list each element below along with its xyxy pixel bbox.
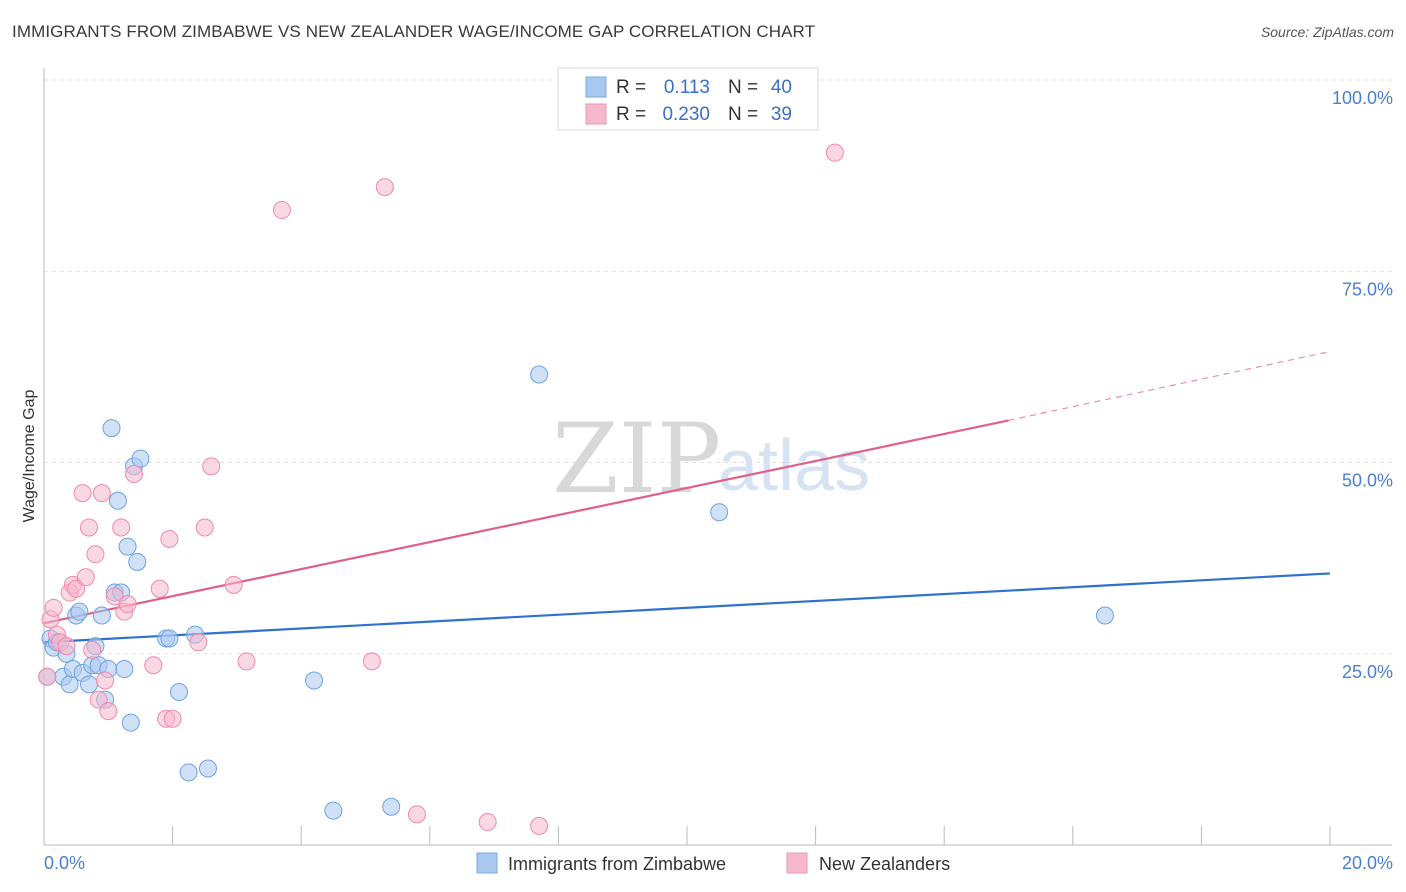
data-point-new-zealanders [150,579,169,598]
watermark-zip: ZIP [552,403,721,515]
data-point-new-zealanders [80,518,99,537]
grid-lines [44,79,1392,655]
data-point-zimbabwe [80,675,99,694]
data-point-new-zealanders [407,805,426,824]
y-tick-label: 75.0% [1342,279,1393,299]
data-point-new-zealanders [202,457,221,476]
axes [43,68,1392,846]
data-point-new-zealanders [160,530,179,548]
data-point-new-zealanders [96,671,115,690]
data-point-zimbabwe [530,365,549,384]
data-point-zimbabwe [1095,606,1114,625]
legend-n-label: N = [728,104,758,125]
legend-n-value: 40 [771,77,792,98]
data-point-new-zealanders [362,652,381,671]
data-point-zimbabwe [382,797,401,816]
legend-r-label: R = [616,104,646,125]
data-point-zimbabwe [198,759,217,778]
data-point-new-zealanders [118,595,137,614]
data-point-new-zealanders [125,464,144,483]
data-point-new-zealanders [83,640,102,659]
x-tick-label: 20.0% [1342,853,1393,873]
legend-n-label: N = [728,77,758,98]
y-tick-label: 50.0% [1342,471,1393,491]
data-point-new-zealanders [38,667,57,686]
legend-swatch-new-zealanders [585,103,607,125]
bottom-legend-swatch-new-zealanders [786,852,808,874]
data-point-new-zealanders [144,656,163,675]
data-point-new-zealanders [92,484,111,503]
y-tick-label: 100.0% [1332,88,1393,108]
data-point-new-zealanders [57,637,76,656]
legend: R = 0.113 N = 40 R = 0.230 N = 39 [557,67,819,131]
data-point-zimbabwe [710,503,729,522]
chart-title: IMMIGRANTS FROM ZIMBABWE VS NEW ZEALANDE… [12,22,816,41]
data-point-zimbabwe [108,491,127,510]
data-point-zimbabwe [70,602,89,621]
bottom-legend-label-new-zealanders: New Zealanders [819,854,950,874]
data-point-zimbabwe [115,660,134,679]
y-axis-label: Wage/Income Gap [21,390,38,523]
data-point-new-zealanders [195,518,214,537]
data-point-new-zealanders [825,143,844,162]
trend-line-new-zealanders [43,419,1009,625]
data-point-new-zealanders [189,633,208,652]
legend-r-label: R = [616,77,646,98]
data-point-zimbabwe [118,537,137,556]
data-point-zimbabwe [102,419,121,438]
data-point-new-zealanders [73,484,92,503]
data-point-new-zealanders [86,545,105,564]
trend-line-new-zealanders-extrapolated [1008,350,1331,422]
data-point-new-zealanders [478,813,497,832]
data-point-zimbabwe [179,763,198,782]
data-point-zimbabwe [121,713,140,732]
data-point-new-zealanders [89,690,108,709]
data-point-zimbabwe [170,683,189,701]
data-point-new-zealanders [530,816,549,835]
data-point-new-zealanders [99,702,118,721]
data-point-new-zealanders [237,652,256,671]
bottom-legend-swatch-zimbabwe [476,852,498,874]
data-point-new-zealanders [163,709,182,728]
data-points [38,143,1114,835]
trend-line-zimbabwe [43,572,1331,644]
data-point-new-zealanders [375,178,394,197]
bottom-legend-label-zimbabwe: Immigrants from Zimbabwe [508,854,726,874]
trend-lines [43,350,1331,644]
x-tick-label: 0.0% [44,853,85,873]
data-point-new-zealanders [44,598,63,617]
y-tick-label: 25.0% [1342,662,1393,682]
data-point-new-zealanders [224,575,243,594]
data-point-zimbabwe [128,552,147,571]
data-point-zimbabwe [92,606,111,625]
y-tick-labels: 25.0% 50.0% 75.0% 100.0% [1332,88,1393,682]
data-point-new-zealanders [67,579,86,598]
data-point-new-zealanders [112,518,131,537]
bottom-legend: Immigrants from Zimbabwe New Zealanders [476,852,950,874]
source-label: Source: ZipAtlas.com [1260,24,1394,40]
data-point-new-zealanders [272,201,291,220]
data-point-zimbabwe [131,449,150,468]
x-tick-labels: 0.0% 20.0% [44,853,1393,873]
data-point-zimbabwe [324,801,343,820]
legend-swatch-zimbabwe [585,76,607,98]
data-point-zimbabwe [305,671,324,690]
legend-r-value: 0.113 [664,77,710,98]
data-point-zimbabwe [160,629,179,648]
legend-n-value: 39 [771,104,792,125]
data-point-new-zealanders [76,568,95,587]
legend-r-value: 0.230 [662,104,710,125]
